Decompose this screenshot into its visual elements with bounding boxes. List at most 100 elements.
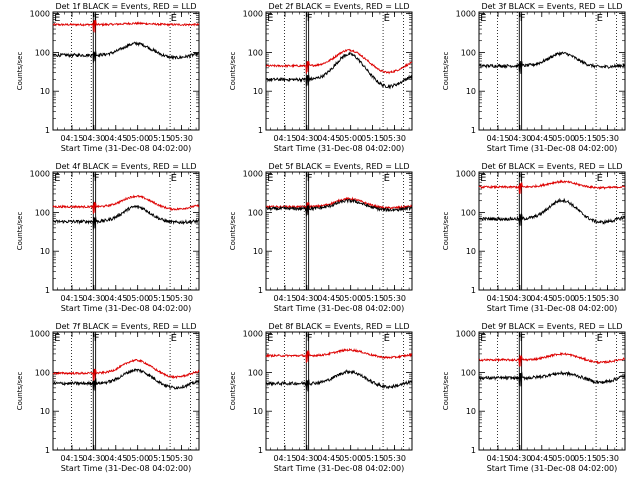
marker-letter: E bbox=[54, 173, 60, 184]
y-axis-label: Counts/sec bbox=[16, 212, 24, 251]
panel-det-6: Det 6f BLACK = Events, RED = LLD 1 10 100 10… bbox=[442, 162, 626, 313]
plot-frame bbox=[52, 171, 200, 291]
x-tick-label: 04:30 bbox=[82, 134, 105, 143]
x-tick-label: 05:30 bbox=[383, 134, 406, 143]
x-tick-label: 04:45 bbox=[104, 454, 127, 463]
marker-letter: F bbox=[520, 13, 526, 24]
x-tick-label: 05:15 bbox=[361, 454, 384, 463]
x-axis-label: Start Time (31-Dec-08 04:02:00) bbox=[61, 144, 192, 153]
lld-series-line bbox=[52, 194, 200, 214]
panel-det-4: Det 4f BLACK = Events, RED = LLD 1 10 100 10… bbox=[16, 162, 200, 313]
x-tick-label: 05:00 bbox=[552, 454, 575, 463]
y-tick-label: 10 bbox=[466, 407, 476, 416]
x-tick-label: 04:30 bbox=[82, 294, 105, 303]
y-tick-label: 10 bbox=[40, 247, 50, 256]
plot-frame bbox=[265, 331, 413, 451]
x-tick-label: 05:15 bbox=[574, 294, 597, 303]
x-axis-label: Start Time (31-Dec-08 04:02:00) bbox=[61, 304, 192, 313]
y-tick-label: 100 bbox=[461, 48, 476, 57]
plot-frame bbox=[52, 331, 200, 451]
y-tick-label: 100 bbox=[248, 208, 263, 217]
y-tick-label: 100 bbox=[35, 368, 50, 377]
x-tick-label: 04:45 bbox=[104, 294, 127, 303]
marker-letter: E bbox=[171, 333, 177, 344]
x-tick-label: 05:30 bbox=[596, 454, 619, 463]
x-tick-label: 05:15 bbox=[574, 454, 597, 463]
plot-frame bbox=[265, 11, 413, 131]
panel-det-5: Det 5f BLACK = Events, RED = LLD 1 10 100 10… bbox=[229, 162, 413, 313]
x-tick-label: 04:15 bbox=[486, 294, 509, 303]
x-tick-label: 05:30 bbox=[596, 294, 619, 303]
lld-series-line bbox=[265, 48, 413, 75]
marker-letter: E bbox=[597, 173, 603, 184]
x-tick-label: 05:30 bbox=[596, 134, 619, 143]
x-tick-label: 05:30 bbox=[170, 134, 193, 143]
marker-letter: E bbox=[384, 173, 390, 184]
y-axis-label: Counts/sec bbox=[16, 372, 24, 411]
panel-title: Det 7f BLACK = Events, RED = LLD bbox=[55, 322, 196, 331]
events-series-line bbox=[52, 368, 200, 391]
marker-letter: E bbox=[480, 13, 486, 24]
marker-letter: F bbox=[94, 173, 100, 184]
x-tick-label: 04:30 bbox=[508, 294, 531, 303]
x-tick-label: 05:30 bbox=[383, 454, 406, 463]
lld-series-line bbox=[52, 358, 200, 381]
y-tick-label: 100 bbox=[35, 48, 50, 57]
y-tick-label: 1 bbox=[471, 446, 476, 455]
x-tick-label: 04:30 bbox=[82, 454, 105, 463]
y-tick-label: 1 bbox=[45, 286, 50, 295]
y-axis-label: Counts/sec bbox=[16, 52, 24, 91]
marker-letter: F bbox=[520, 173, 526, 184]
y-axis-label: Counts/sec bbox=[442, 52, 450, 91]
y-tick-label: 1 bbox=[258, 286, 263, 295]
y-tick-label: 100 bbox=[248, 368, 263, 377]
marker-letter: E bbox=[597, 13, 603, 24]
x-tick-label: 04:15 bbox=[60, 294, 83, 303]
lld-series-line bbox=[265, 347, 413, 363]
x-tick-label: 05:30 bbox=[383, 294, 406, 303]
panel-det-2: Det 2f BLACK = Events, RED = LLD 1 10 100 10… bbox=[229, 2, 413, 153]
x-tick-label: 05:00 bbox=[552, 134, 575, 143]
x-axis-label: Start Time (31-Dec-08 04:02:00) bbox=[487, 304, 618, 313]
marker-letter: E bbox=[267, 13, 273, 24]
y-tick-label: 1 bbox=[45, 446, 50, 455]
y-axis-label: Counts/sec bbox=[229, 212, 237, 251]
panel-title: Det 1f BLACK = Events, RED = LLD bbox=[55, 2, 196, 11]
marker-letter: F bbox=[94, 13, 100, 24]
y-tick-label: 1000 bbox=[30, 170, 50, 179]
y-tick-label: 100 bbox=[35, 208, 50, 217]
panel-det-1: Det 1f BLACK = Events, RED = LLD 1 10 100 10… bbox=[16, 2, 200, 153]
x-tick-label: 04:30 bbox=[295, 134, 318, 143]
events-series-line bbox=[478, 197, 626, 226]
x-tick-label: 05:15 bbox=[361, 294, 384, 303]
x-tick-label: 04:15 bbox=[486, 134, 509, 143]
panel-title: Det 3f BLACK = Events, RED = LLD bbox=[481, 2, 622, 11]
y-tick-label: 10 bbox=[253, 407, 263, 416]
events-series-line bbox=[265, 198, 413, 217]
x-tick-label: 05:15 bbox=[148, 454, 171, 463]
y-tick-label: 1000 bbox=[243, 330, 263, 339]
y-tick-label: 10 bbox=[40, 87, 50, 96]
x-tick-label: 04:15 bbox=[273, 134, 296, 143]
lld-series-line bbox=[478, 179, 626, 194]
y-axis-label: Counts/sec bbox=[442, 212, 450, 251]
events-series-line bbox=[478, 51, 626, 74]
lld-series-line bbox=[52, 19, 200, 33]
x-tick-label: 04:45 bbox=[530, 454, 553, 463]
plot-frame bbox=[265, 171, 413, 291]
lld-series-line bbox=[265, 196, 413, 215]
y-tick-label: 1000 bbox=[243, 10, 263, 19]
y-tick-label: 1000 bbox=[243, 170, 263, 179]
x-tick-label: 04:45 bbox=[104, 134, 127, 143]
y-tick-label: 100 bbox=[248, 48, 263, 57]
panel-title: Det 9f BLACK = Events, RED = LLD bbox=[481, 322, 622, 331]
y-tick-label: 1 bbox=[258, 446, 263, 455]
y-tick-label: 10 bbox=[253, 247, 263, 256]
marker-letter: F bbox=[520, 333, 526, 344]
marker-letter: F bbox=[94, 333, 100, 344]
x-tick-label: 04:45 bbox=[317, 454, 340, 463]
x-tick-label: 04:45 bbox=[317, 294, 340, 303]
marker-letter: E bbox=[54, 13, 60, 24]
